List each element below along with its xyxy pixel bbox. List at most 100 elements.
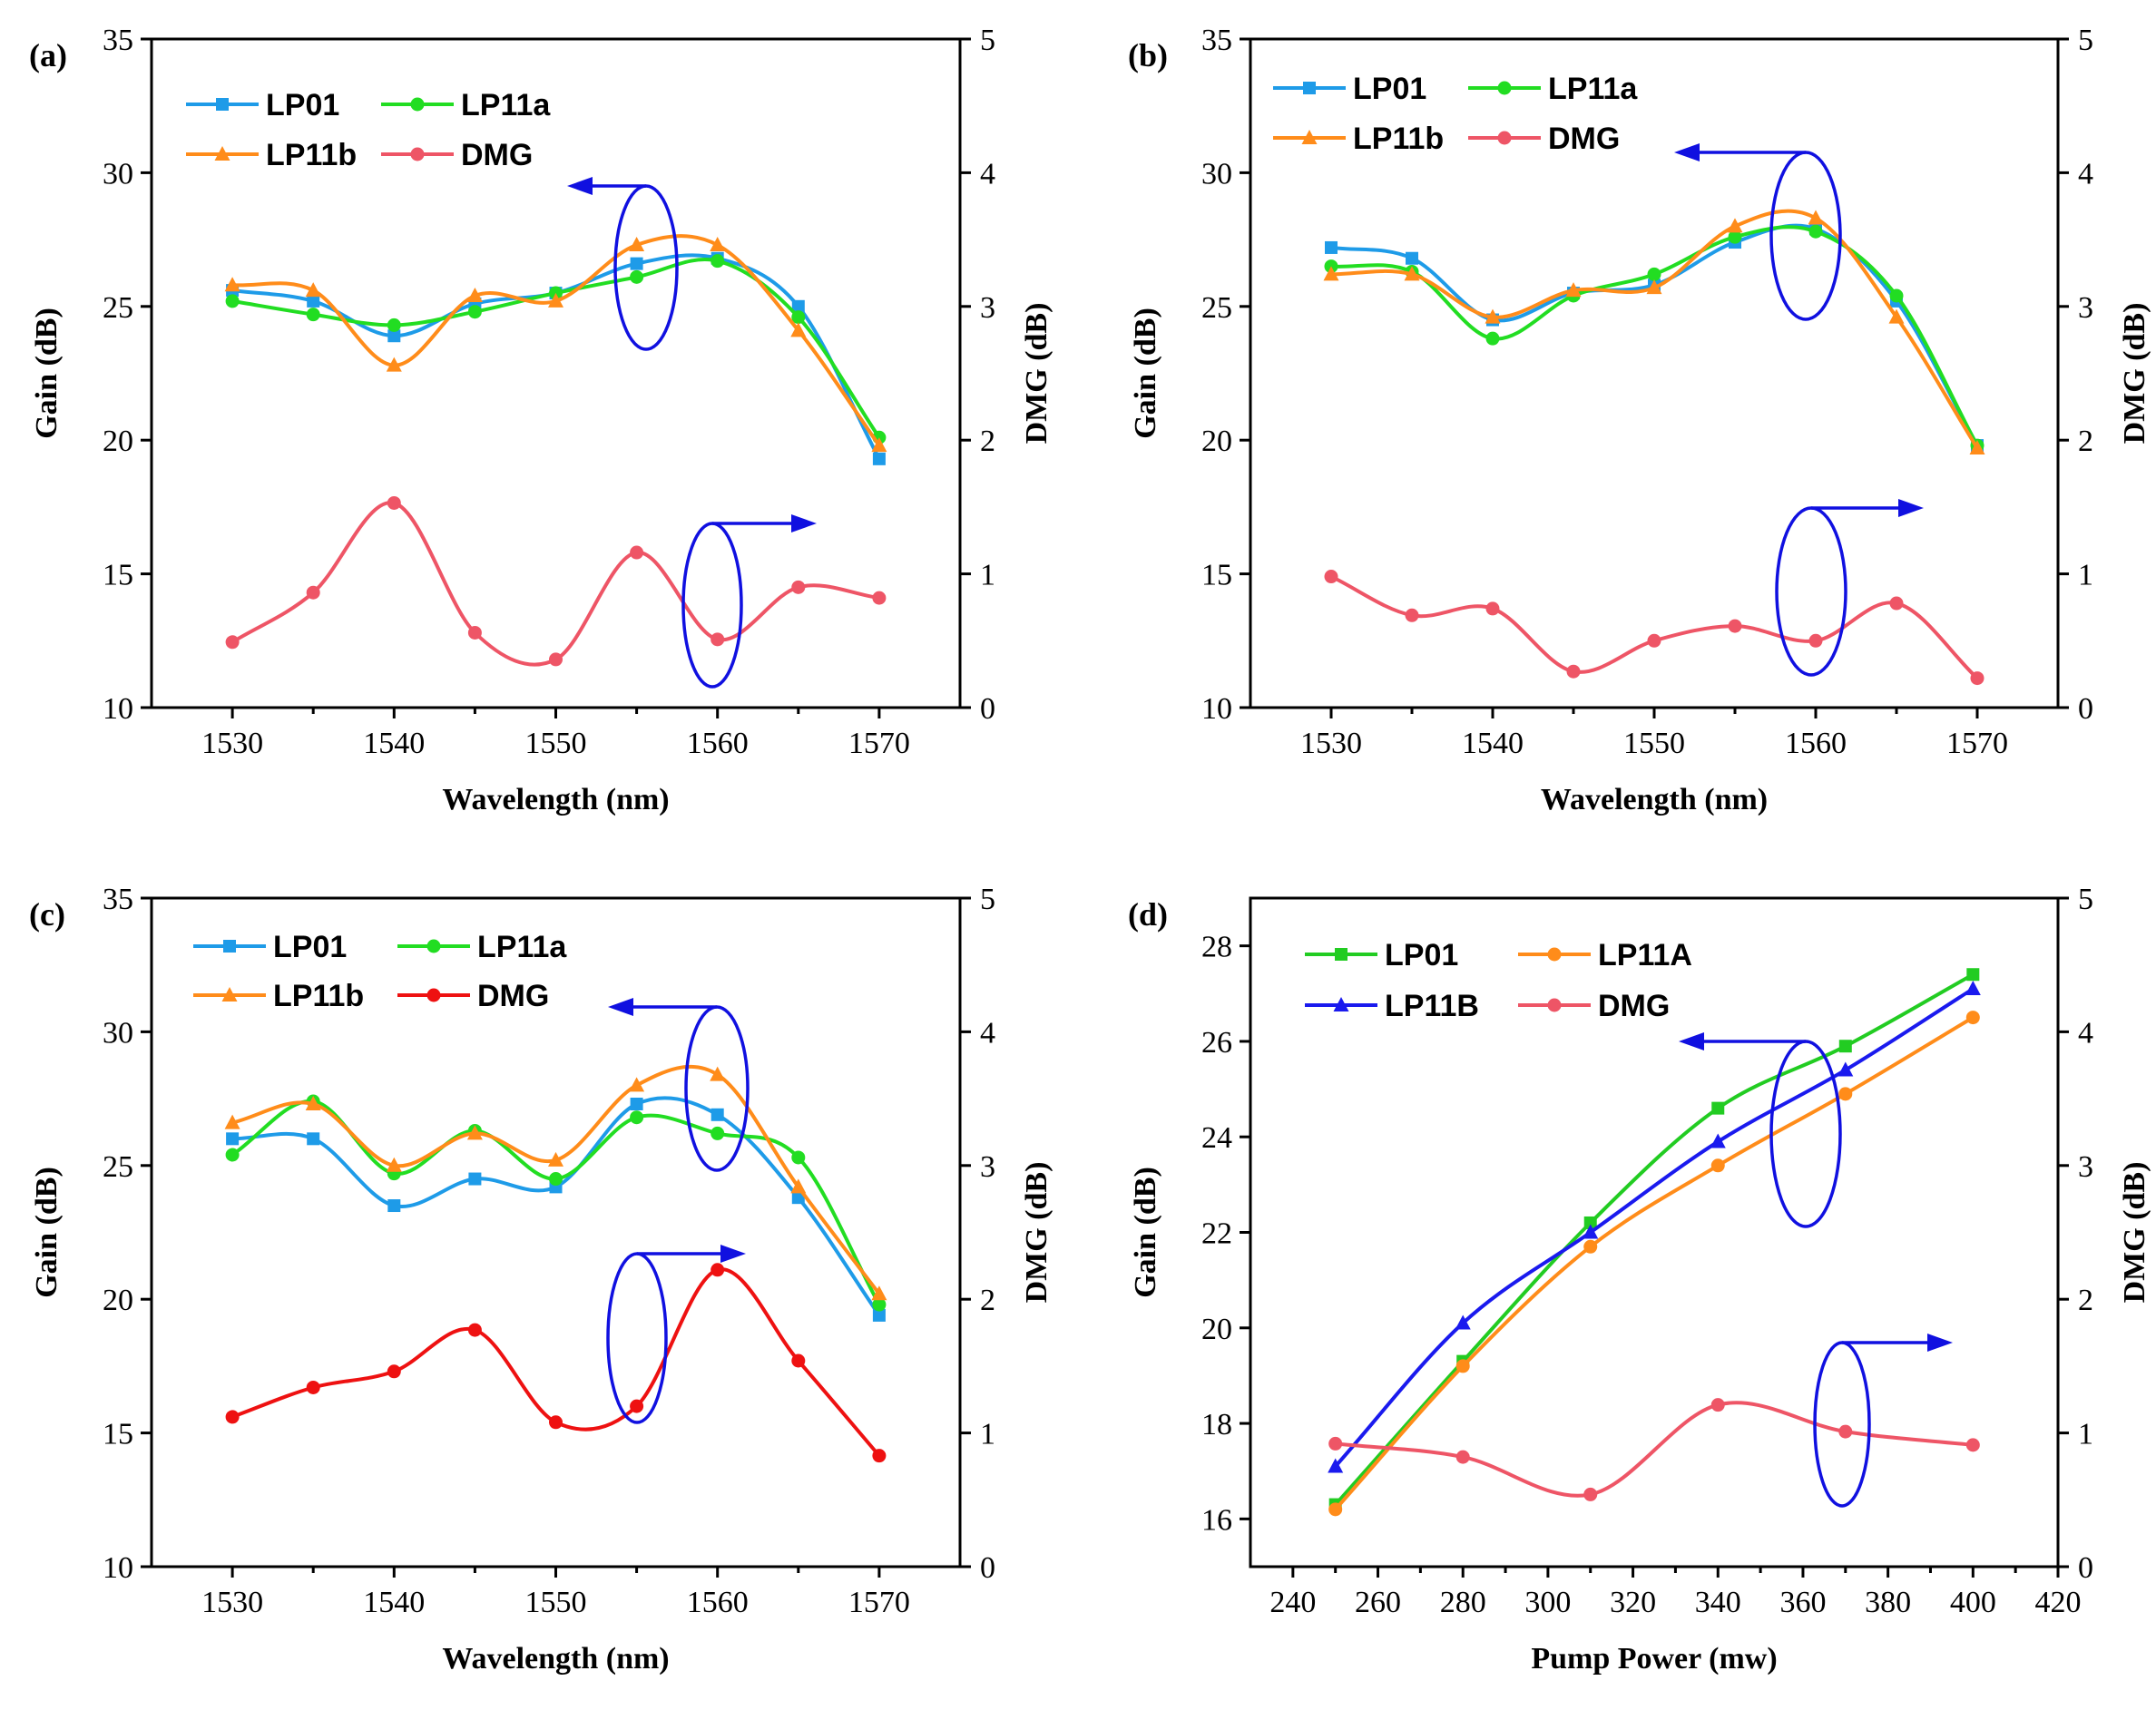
data-point (710, 1126, 725, 1140)
data-point (386, 1157, 402, 1172)
y-tick-label: 15 (1201, 559, 1232, 592)
left-axis-indicator (1674, 143, 1842, 321)
data-point (630, 545, 644, 560)
data-point (791, 580, 806, 594)
data-point (387, 495, 401, 510)
data-point (710, 1263, 725, 1277)
data-point (630, 1110, 644, 1125)
series-line (1330, 574, 1979, 680)
y-tick-label: 15 (103, 1418, 133, 1451)
data-point (1711, 1101, 1725, 1115)
y-tick-label: 35 (1201, 24, 1232, 57)
data-point (306, 585, 320, 600)
x-tick-label: 240 (1269, 1586, 1316, 1619)
legend: LP01 LP11a LP11b DMG (186, 88, 551, 172)
series-lp11a (1328, 1011, 1980, 1517)
data-point (1566, 664, 1581, 679)
data-point (1889, 288, 1904, 303)
legend-marker (1301, 130, 1318, 144)
data-point (872, 452, 886, 465)
legend-marker (1335, 948, 1348, 961)
data-point (1583, 1487, 1598, 1501)
x-tick-label: 1550 (1623, 727, 1685, 760)
legend-marker (1303, 82, 1316, 94)
arrow-right-icon (791, 514, 817, 533)
legend-marker (426, 988, 441, 1002)
data-point (1808, 210, 1824, 225)
series-dmg (1328, 1398, 1980, 1501)
x-axis-title: Wavelength (nm) (442, 1642, 669, 1676)
data-point (710, 632, 725, 647)
data-point (710, 1066, 726, 1081)
data-point (549, 1415, 563, 1430)
legend-marker (221, 987, 238, 1002)
data-point (1455, 1314, 1471, 1330)
legend-marker (410, 97, 425, 112)
panel-label: (a) (29, 37, 67, 73)
series-line (1330, 209, 1979, 450)
y2-tick-label: 5 (2078, 24, 2093, 57)
right-axis-indicator (681, 514, 817, 689)
indicator-ellipse (1769, 1040, 1842, 1228)
data-point (1405, 608, 1419, 622)
x-tick-label: 1530 (1300, 727, 1362, 760)
series-line (231, 258, 881, 439)
arrow-left-icon (1674, 143, 1700, 161)
y2-axis-title: DMG (dB) (2118, 303, 2151, 445)
series-line (231, 501, 880, 667)
y-tick-label: 18 (1201, 1408, 1232, 1441)
series-line (1334, 1015, 1975, 1511)
data-point (1710, 1133, 1726, 1148)
legend-label: LP01 (273, 930, 347, 964)
x-tick-label: 1530 (201, 1586, 263, 1619)
right-axis-indicator (1775, 499, 1924, 677)
data-point (224, 277, 240, 292)
y-axis-title: Gain (dB) (30, 1167, 64, 1298)
legend-marker (1497, 81, 1512, 95)
y2-tick-label: 0 (980, 1551, 995, 1585)
data-point (468, 1172, 482, 1186)
legend-label: DMG (461, 138, 533, 172)
legend-marker (214, 146, 230, 161)
y-tick-label: 22 (1201, 1217, 1232, 1251)
y2-tick-label: 5 (2078, 883, 2093, 916)
y-tick-label: 25 (1201, 291, 1232, 325)
x-tick-label: 280 (1440, 1586, 1486, 1619)
data-point (872, 1449, 887, 1463)
series-line (231, 1267, 881, 1457)
legend: LP01 LP11a LP11b DMG (193, 930, 567, 1013)
arrow-right-icon (1898, 499, 1924, 517)
y2-axis-title: DMG (dB) (1020, 303, 1054, 445)
right-axis-indicator (1813, 1334, 1953, 1508)
data-point (225, 635, 240, 650)
data-point (1565, 282, 1582, 298)
data-point (1485, 331, 1500, 346)
legend-label: LP01 (1353, 72, 1426, 106)
data-point (629, 1077, 645, 1092)
data-point (1838, 1424, 1853, 1439)
data-point (630, 1399, 644, 1413)
data-point (1647, 267, 1661, 281)
series-dmg (225, 1263, 887, 1463)
x-tick-label: 320 (1610, 1586, 1656, 1619)
y2-tick-label: 0 (2078, 1551, 2093, 1585)
data-point (1727, 218, 1743, 233)
data-point (307, 1132, 320, 1146)
data-point (1485, 308, 1501, 324)
x-tick-label: 1560 (1785, 727, 1847, 760)
arrow-left-icon (1679, 1032, 1704, 1050)
y2-tick-label: 1 (2078, 1418, 2093, 1451)
data-point (872, 1297, 887, 1312)
data-point (387, 1199, 401, 1213)
y2-tick-label: 2 (980, 425, 995, 458)
series-lp11b (1323, 209, 1985, 455)
y2-tick-label: 0 (980, 692, 995, 726)
series-line (230, 1099, 881, 1306)
series-line (1334, 972, 1975, 1506)
indicator-ellipse (606, 1252, 668, 1424)
y-tick-label: 10 (1201, 692, 1232, 726)
data-point (630, 257, 643, 270)
legend-label: LP11b (266, 138, 357, 172)
data-point (386, 357, 402, 372)
